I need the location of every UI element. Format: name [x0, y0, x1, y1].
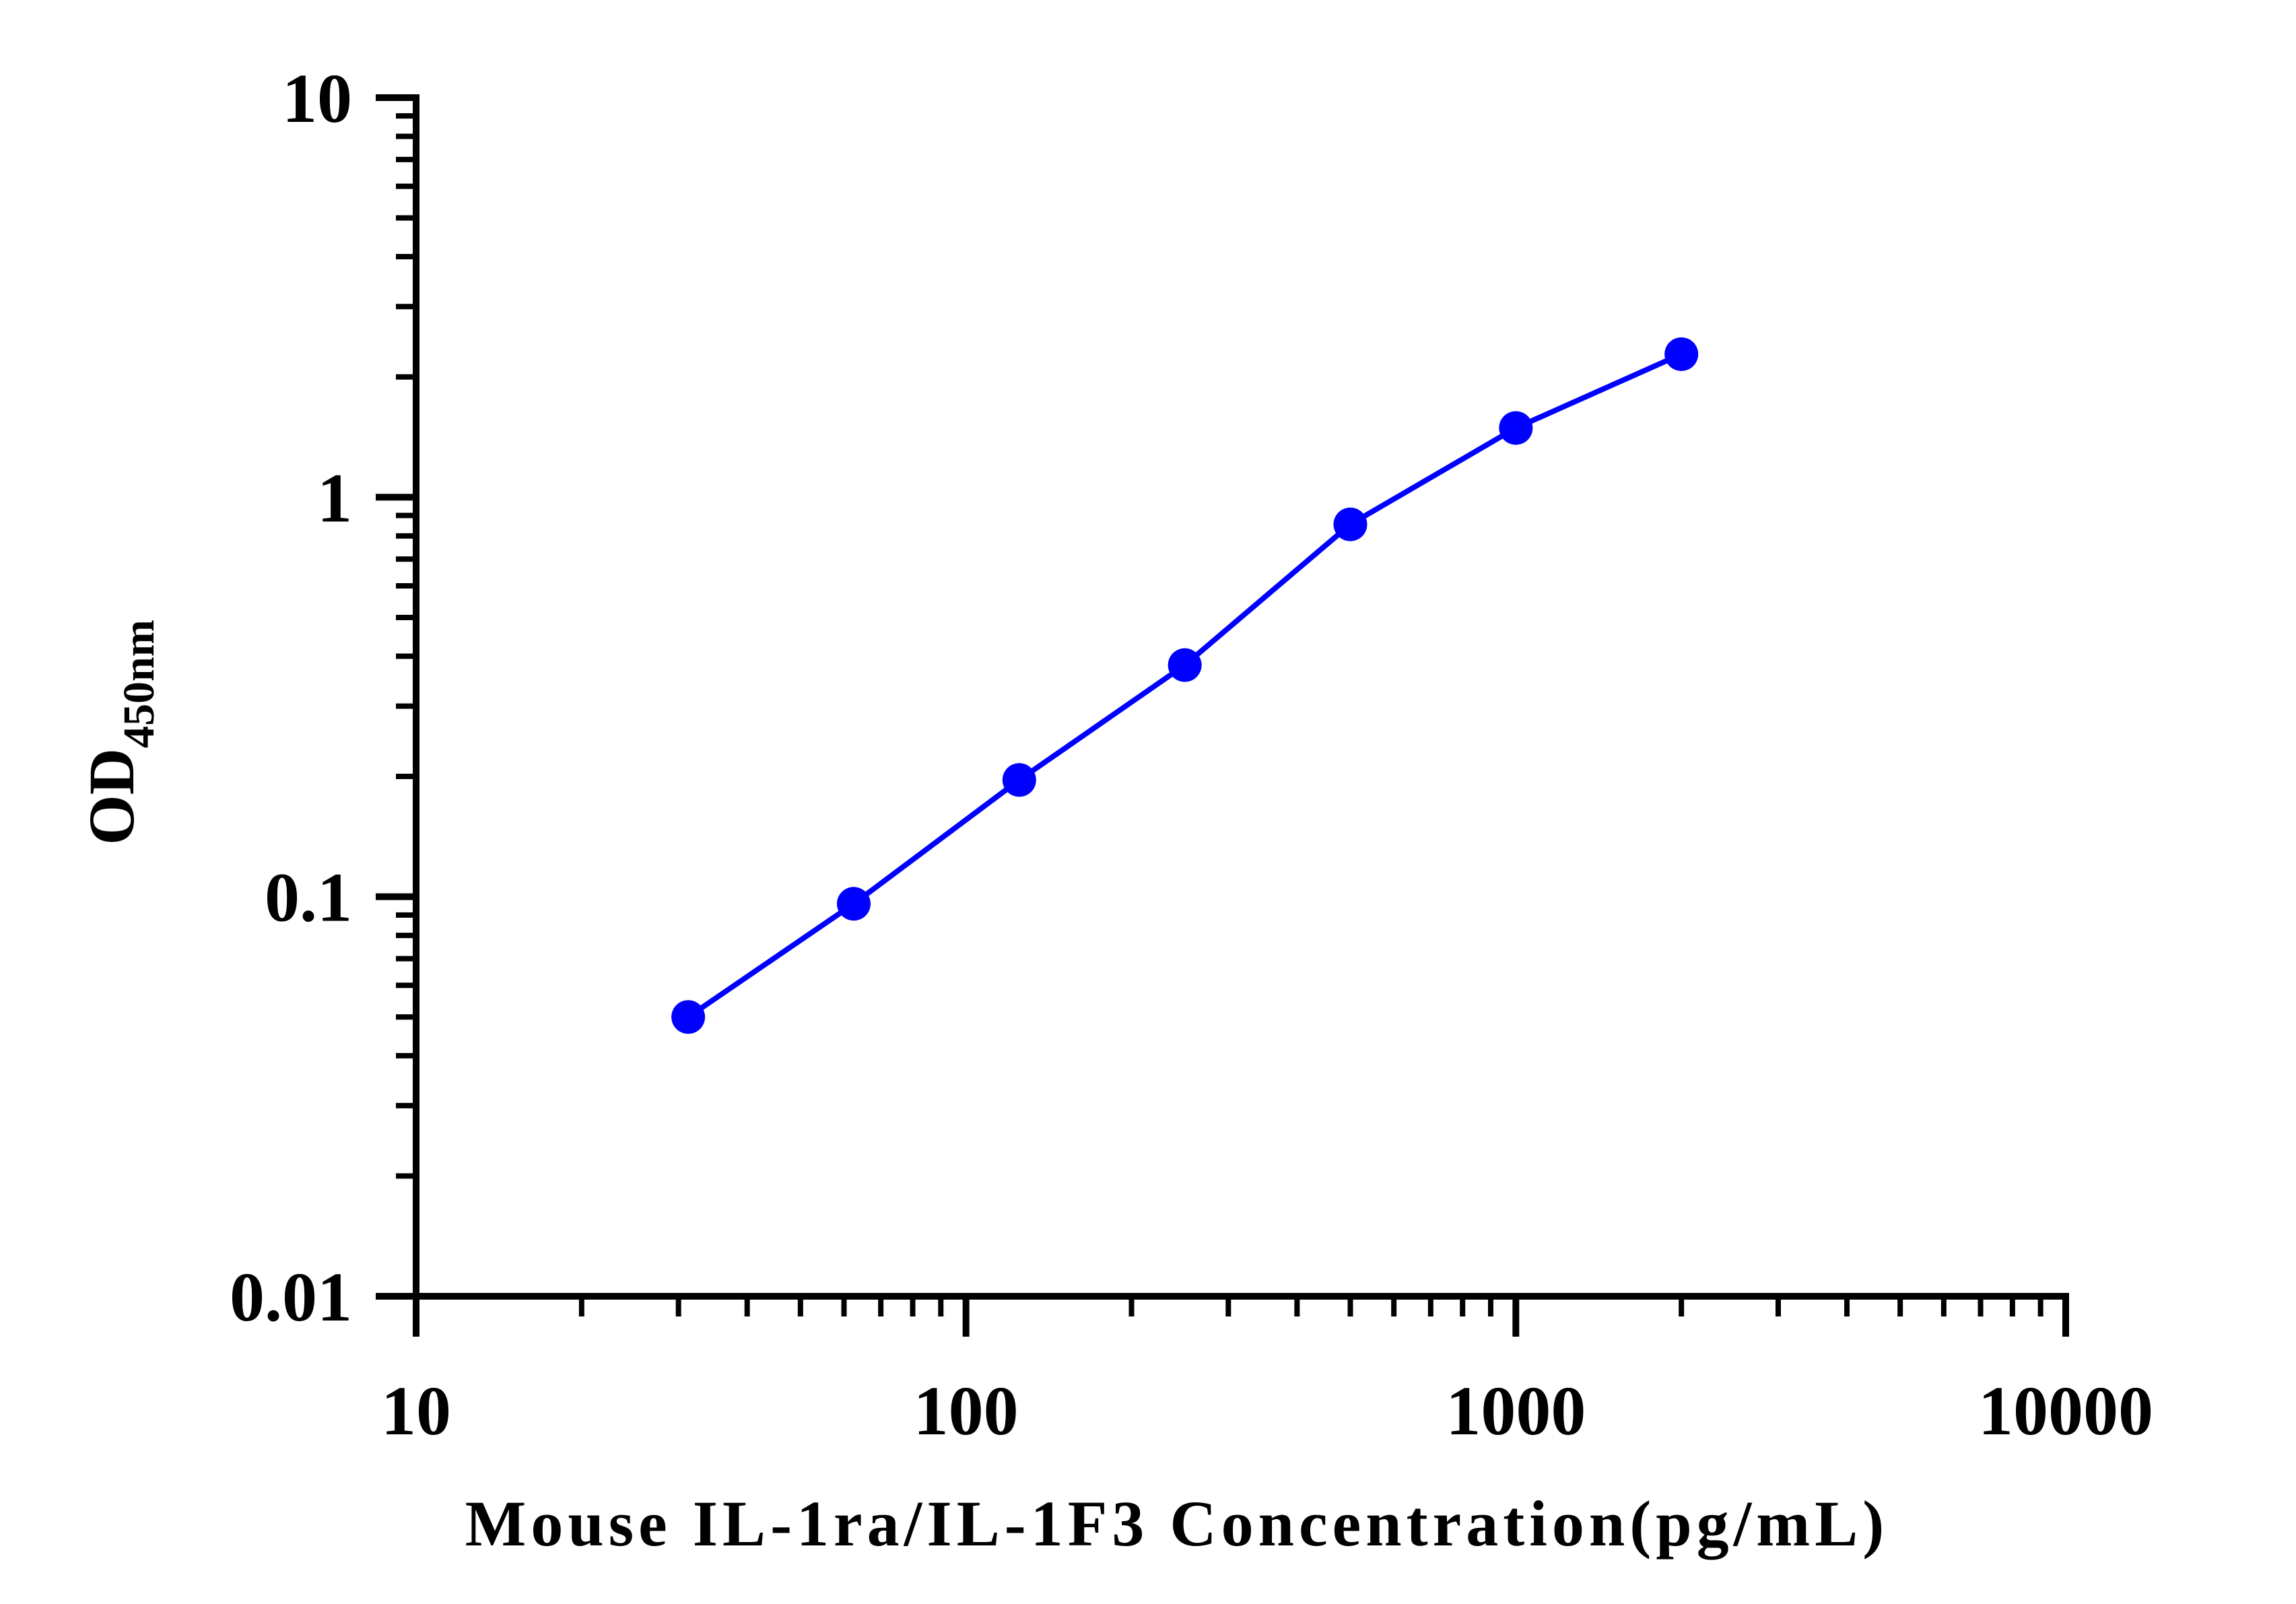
data-point	[671, 1000, 706, 1034]
data-point	[1664, 337, 1699, 371]
tick-labels: 0.01 0.1 1 10 10 100 1000 10000	[230, 60, 2153, 1450]
data-series	[671, 337, 1699, 1034]
tick-marks	[376, 94, 2069, 1337]
y-tick-label: 10	[282, 60, 352, 137]
y-axis-title: OD450nm	[75, 620, 164, 845]
data-point	[1168, 648, 1202, 682]
axes	[413, 94, 2069, 1300]
x-tick-label: 10000	[1978, 1372, 2153, 1450]
x-tick-label: 1000	[1446, 1372, 1586, 1450]
y-tick-label: 0.01	[230, 1259, 352, 1336]
y-axis-title-main: OD	[75, 748, 147, 845]
y-tick-label: 1	[317, 459, 352, 537]
x-tick-label: 10	[381, 1372, 451, 1450]
data-point	[1333, 507, 1368, 541]
y-axis-title-subscript: 450nm	[114, 620, 164, 748]
y-tick-label: 0.1	[265, 859, 352, 937]
data-point	[1002, 763, 1036, 797]
series-line	[686, 352, 1683, 1020]
x-tick-label: 100	[914, 1372, 1019, 1450]
data-point	[1499, 411, 1533, 445]
data-point	[836, 887, 871, 921]
x-axis-title: Mouse IL-1ra/IL-1F3 Concentration(pg/mL)	[465, 1488, 1889, 1560]
